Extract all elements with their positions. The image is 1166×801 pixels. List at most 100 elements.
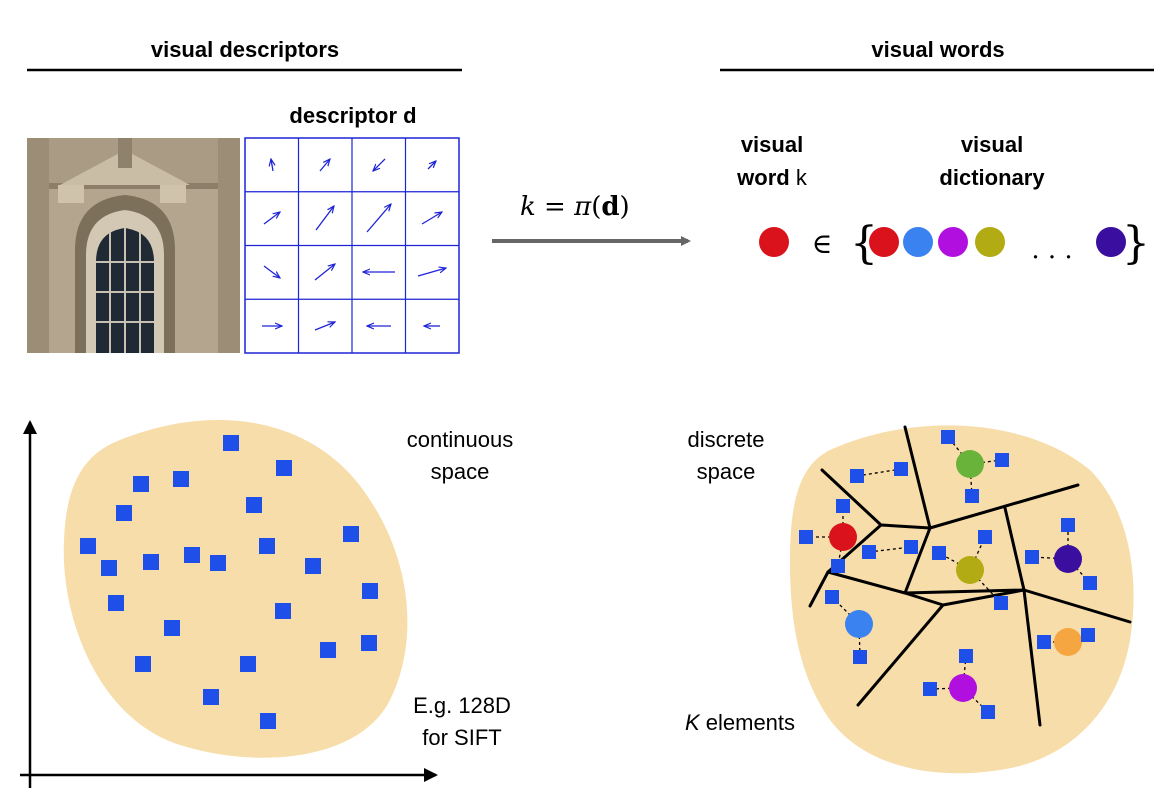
- gradient-arrow: [263, 212, 280, 225]
- continuous-space-label-line2: space: [431, 459, 490, 484]
- visual-dictionary-label-line1: visual: [961, 132, 1023, 157]
- dictionary-ellipsis: . . .: [1031, 235, 1072, 265]
- cell-boundary: [928, 483, 1080, 530]
- discrete-space-label-line1: discrete: [687, 427, 764, 452]
- voronoi-boundaries: [808, 425, 1132, 727]
- gradient-arrow: [417, 268, 446, 277]
- cluster-centroid: [949, 674, 977, 702]
- gradient-arrow: [314, 264, 335, 281]
- data-point: [362, 583, 378, 599]
- dictionary-word-dot: [1096, 227, 1126, 257]
- cell-boundary: [903, 425, 932, 530]
- dictionary-word-dot: [869, 227, 899, 257]
- data-point: [320, 642, 336, 658]
- clusters: [799, 430, 1097, 719]
- data-point: [1081, 628, 1095, 642]
- data-point: [143, 554, 159, 570]
- visual-word-dot: [759, 227, 789, 257]
- gradient-arrow: [315, 206, 334, 231]
- cell-boundary: [903, 591, 945, 607]
- data-point: [343, 526, 359, 542]
- data-point: [276, 460, 292, 476]
- gradient-arrow: [373, 158, 386, 171]
- k-elements-label: K elements: [685, 710, 795, 735]
- assignment-link: [856, 468, 902, 477]
- header-visual-descriptors: visual descriptors: [151, 37, 339, 62]
- dimension-note-line2: for SIFT: [422, 725, 501, 750]
- visual-word-label-line1: visual: [741, 132, 803, 157]
- data-point: [894, 462, 908, 476]
- gradient-arrow: [319, 159, 330, 172]
- data-point: [862, 545, 876, 559]
- data-point: [101, 560, 117, 576]
- data-point: [80, 538, 96, 554]
- data-point: [959, 649, 973, 663]
- header-visual-words: visual words: [871, 37, 1004, 62]
- gradient-arrow: [427, 161, 436, 170]
- cell-boundary: [826, 570, 907, 595]
- descriptor-label: descriptor d: [289, 103, 416, 128]
- dictionary-word-dot: [938, 227, 968, 257]
- data-point: [850, 469, 864, 483]
- cell-boundary: [879, 523, 932, 530]
- data-point: [1061, 518, 1075, 532]
- descriptor-gradient-arrows: [262, 158, 446, 331]
- dictionary-dots: [869, 227, 1126, 257]
- data-point: [259, 538, 275, 554]
- cell-boundary: [1022, 588, 1042, 727]
- data-point: [173, 471, 189, 487]
- data-point: [904, 540, 918, 554]
- data-point: [116, 505, 132, 521]
- dictionary-word-dot: [903, 227, 933, 257]
- data-point: [275, 603, 291, 619]
- continuous-space-region: [63, 420, 408, 758]
- discrete-space-region: [790, 425, 1134, 774]
- data-point: [184, 547, 200, 563]
- data-point: [240, 656, 256, 672]
- gradient-arrow: [366, 204, 391, 233]
- building-photo: [27, 138, 240, 353]
- data-point: [135, 656, 151, 672]
- data-point: [981, 705, 995, 719]
- data-point: [836, 499, 850, 513]
- cluster-centroid: [956, 450, 984, 478]
- data-point: [305, 558, 321, 574]
- data-point: [799, 530, 813, 544]
- data-point: [1037, 635, 1051, 649]
- gradient-arrow: [421, 212, 442, 225]
- visual-dictionary-label-line2: dictionary: [939, 165, 1045, 190]
- data-point: [246, 497, 262, 513]
- visual-word-label-line2: word k: [736, 165, 808, 190]
- descriptor-grid: [244, 137, 460, 354]
- data-point: [133, 476, 149, 492]
- cluster-centroid: [956, 556, 984, 584]
- data-point: [164, 620, 180, 636]
- data-point: [108, 595, 124, 611]
- data-point: [203, 689, 219, 705]
- gradient-arrow: [271, 159, 273, 172]
- cell-boundary: [1022, 588, 1132, 624]
- cell-boundary: [903, 588, 1026, 595]
- cell-boundary: [820, 468, 883, 527]
- data-point: [1025, 550, 1039, 564]
- data-point: [825, 590, 839, 604]
- cell-boundary: [941, 588, 1026, 607]
- dimension-note-line1: E.g. 128D: [413, 693, 511, 718]
- data-point: [223, 435, 239, 451]
- cluster-centroid: [845, 610, 873, 638]
- continuous-space-label-line1: continuous: [407, 427, 513, 452]
- data-point: [210, 555, 226, 571]
- gradient-arrow: [314, 322, 335, 331]
- data-point: [831, 559, 845, 573]
- discrete-space-label-line2: space: [697, 459, 756, 484]
- cluster-centroid: [1054, 545, 1082, 573]
- data-point: [361, 635, 377, 651]
- cluster-centroid: [829, 523, 857, 551]
- cluster-centroid: [1054, 628, 1082, 656]
- cell-boundary: [903, 526, 932, 595]
- data-point: [260, 713, 276, 729]
- data-point: [932, 546, 946, 560]
- gradient-arrow: [263, 265, 280, 278]
- data-point: [995, 453, 1009, 467]
